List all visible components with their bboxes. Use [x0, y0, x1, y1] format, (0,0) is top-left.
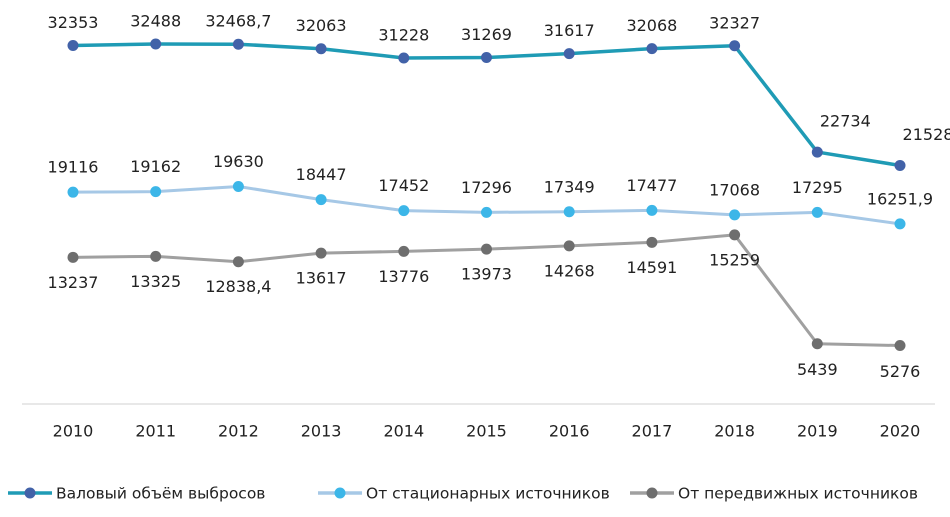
data-point: [481, 206, 492, 218]
x-tick-label: 2017: [632, 422, 673, 441]
data-point: [563, 240, 575, 252]
data-point: [894, 159, 906, 171]
data-label: 32063: [296, 16, 347, 35]
data-point: [646, 204, 658, 216]
x-tick-label: 2013: [301, 422, 342, 441]
legend-label: От стационарных источников: [366, 485, 610, 503]
x-tick-label: 2019: [797, 422, 838, 441]
data-label: 32068: [626, 16, 677, 35]
x-tick-label: 2014: [383, 422, 424, 441]
data-label: 14591: [626, 258, 677, 277]
data-point: [481, 52, 492, 64]
legend-item: От стационарных источников: [318, 485, 610, 503]
data-point: [646, 43, 658, 55]
x-tick-label: 2018: [714, 422, 755, 441]
data-label: 19116: [48, 158, 99, 177]
data-point: [563, 206, 575, 218]
legend-marker: [24, 487, 36, 499]
data-point: [729, 229, 741, 241]
data-label: 32468,7: [205, 12, 271, 31]
x-tick-label: 2011: [135, 422, 176, 441]
data-point: [811, 338, 823, 350]
legend-label: Валовый объём выбросов: [56, 485, 265, 503]
data-point: [150, 186, 162, 198]
data-point: [232, 38, 244, 50]
x-tick-label: 2020: [880, 422, 921, 441]
legend-marker: [334, 487, 346, 499]
data-label: 22734: [820, 112, 871, 131]
data-point: [646, 236, 658, 248]
data-label: 32327: [709, 13, 760, 32]
data-point: [67, 186, 79, 198]
data-label: 17068: [709, 180, 760, 199]
data-point: [315, 247, 327, 259]
data-point: [811, 146, 823, 158]
data-label: 14268: [544, 261, 595, 280]
data-label: 13617: [296, 269, 347, 288]
data-point: [894, 218, 906, 230]
data-point: [232, 180, 244, 192]
data-label: 15259: [709, 250, 760, 269]
data-label: 19162: [130, 157, 181, 176]
data-label: 31228: [378, 25, 429, 44]
legend-label: От передвижных источников: [678, 485, 918, 503]
data-point: [398, 205, 410, 217]
data-point: [563, 48, 575, 60]
data-label: 13973: [461, 265, 512, 284]
data-label: 32488: [130, 12, 181, 31]
data-label: 31617: [544, 21, 595, 40]
data-label: 13237: [48, 273, 99, 292]
legend-marker: [646, 487, 658, 499]
data-point: [729, 209, 741, 221]
data-point: [729, 40, 741, 52]
data-point: [398, 52, 410, 64]
data-point: [67, 39, 79, 51]
data-label: 17295: [792, 178, 843, 197]
x-tick-label: 2010: [53, 422, 94, 441]
data-label: 32353: [48, 13, 99, 32]
data-label: 5439: [797, 360, 838, 379]
data-label: 5276: [880, 362, 921, 381]
x-tick-label: 2015: [466, 422, 507, 441]
data-label: 13325: [130, 272, 181, 291]
data-label: 21528: [903, 125, 950, 144]
data-point: [315, 43, 327, 55]
data-point: [894, 340, 906, 352]
data-point: [398, 245, 410, 257]
legend-item: Валовый объём выбросов: [8, 485, 265, 503]
data-point: [811, 206, 823, 218]
data-label: 17452: [378, 176, 429, 195]
data-label: 12838,4: [205, 277, 271, 296]
data-label: 18447: [296, 165, 347, 184]
data-label: 31269: [461, 25, 512, 44]
data-point: [150, 250, 162, 262]
data-point: [67, 251, 79, 263]
legend-item: От передвижных источников: [630, 485, 918, 503]
data-point: [150, 38, 162, 50]
data-point: [481, 243, 492, 255]
data-label: 17296: [461, 178, 512, 197]
x-tick-label: 2016: [549, 422, 590, 441]
data-label: 17477: [626, 176, 677, 195]
data-label: 16251,9: [867, 189, 933, 208]
data-label: 17349: [544, 177, 595, 196]
data-point: [232, 256, 244, 268]
x-tick-label: 2012: [218, 422, 259, 441]
data-point: [315, 194, 327, 206]
data-label: 13776: [378, 267, 429, 286]
data-label: 19630: [213, 152, 264, 171]
